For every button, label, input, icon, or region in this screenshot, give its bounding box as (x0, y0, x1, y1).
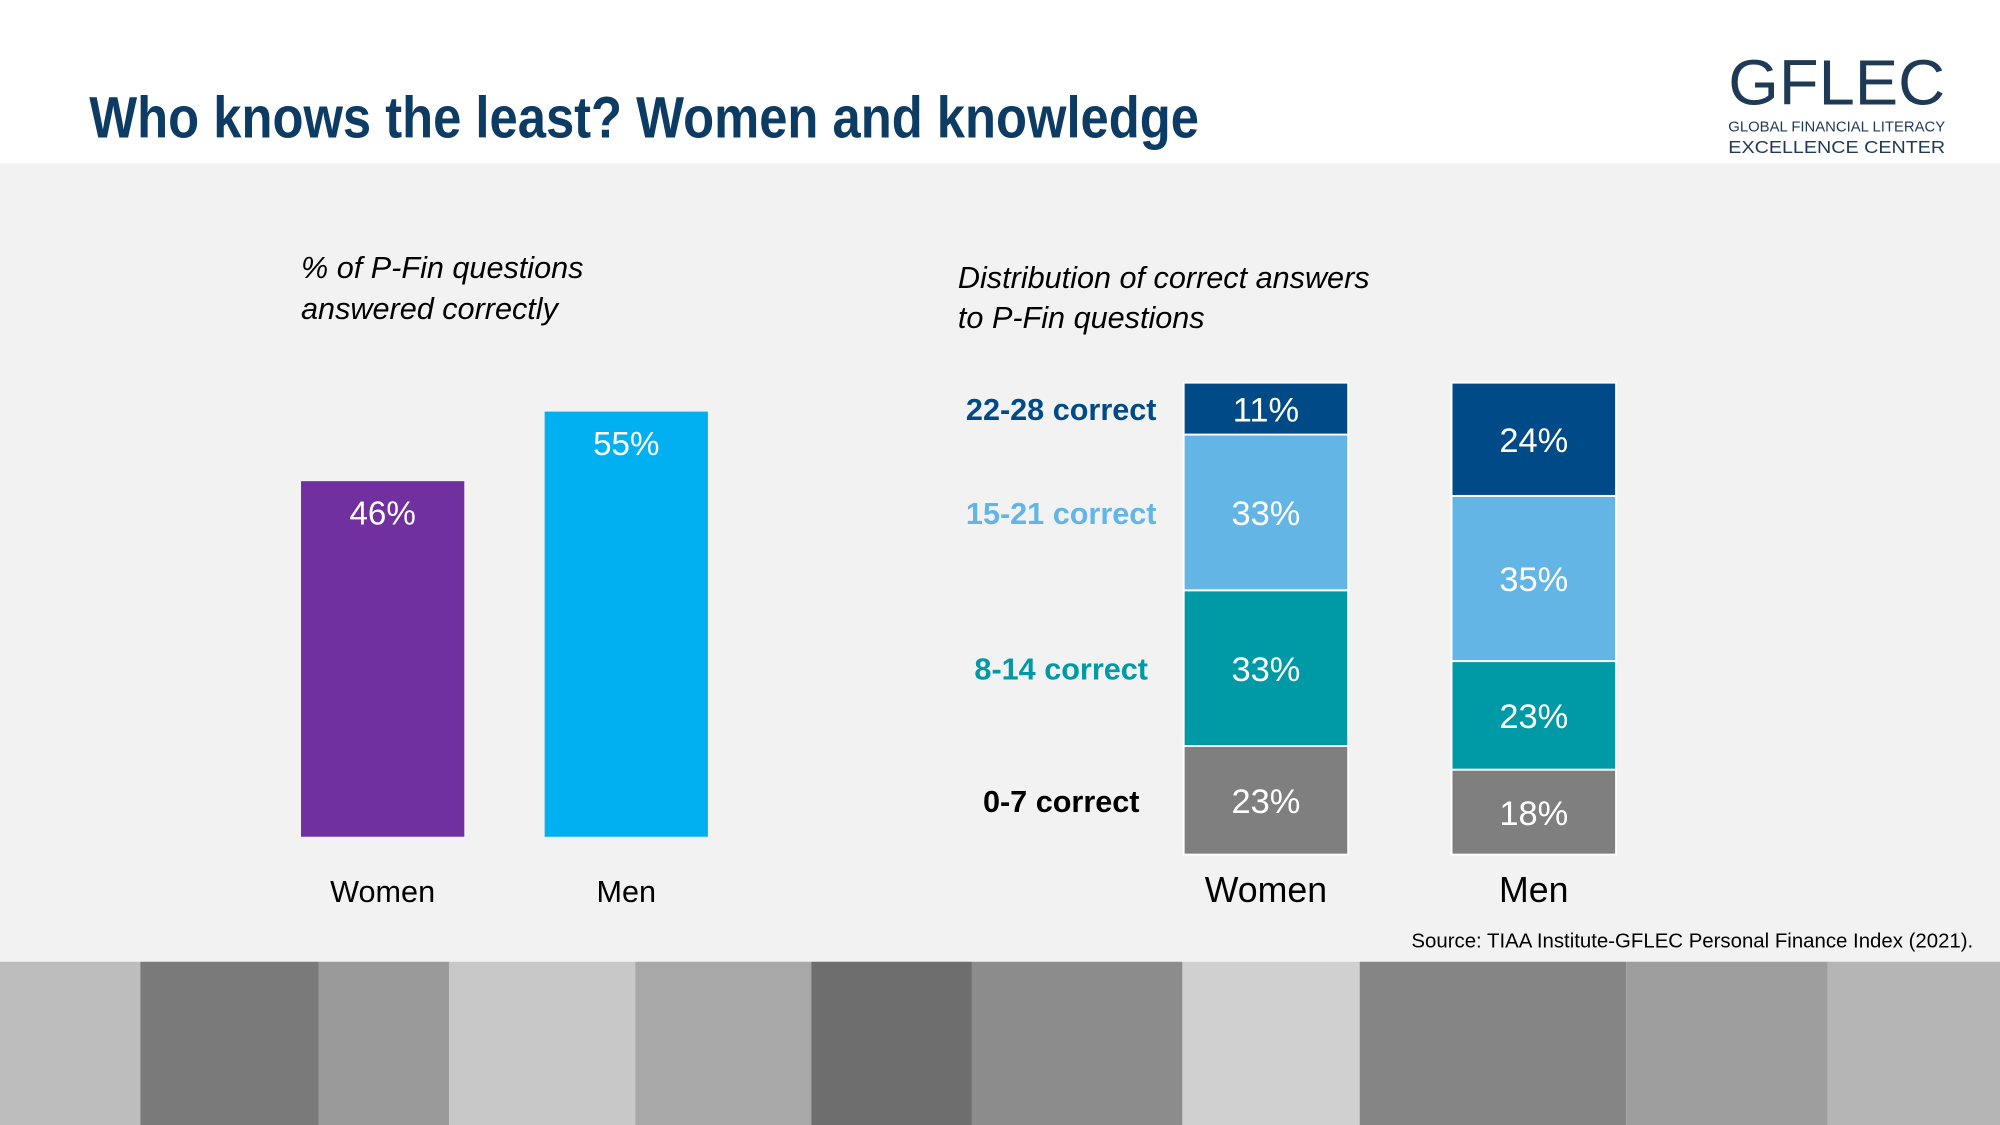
logo-line: GLOBAL FINANCIAL LITERACY (1728, 119, 1945, 135)
data-label: 18% (1499, 795, 1568, 833)
photo (1626, 961, 1828, 1125)
chart-title: to P-Fin questions (958, 301, 1205, 335)
photo (140, 961, 319, 1125)
bar-segment (1182, 589, 1350, 748)
logo-name: GFLEC (1728, 47, 1945, 119)
bar-segment (1450, 494, 1618, 663)
data-label: 35% (1499, 561, 1568, 599)
chart-title: answered correctly (301, 292, 560, 326)
legend-label: 0-7 correct (983, 785, 1140, 819)
source-note: Source: TIAA Institute-GFLEC Personal Fi… (1411, 931, 1973, 953)
photo (811, 961, 972, 1125)
photo (1359, 961, 1627, 1125)
bar (301, 481, 465, 837)
bar (544, 411, 708, 837)
photo (1827, 961, 2000, 1125)
data-label: 23% (1231, 783, 1300, 821)
data-label: 11% (1233, 391, 1299, 429)
photo (0, 961, 141, 1125)
bar-segment (1450, 660, 1618, 771)
x-tick-label: Men (597, 875, 657, 909)
bar-segment (1450, 381, 1618, 497)
photo (971, 961, 1183, 1125)
data-label: 33% (1231, 651, 1300, 689)
data-label: 23% (1499, 698, 1568, 736)
bar-segment (1182, 381, 1350, 436)
logo-line: EXCELLENCE CENTER (1728, 137, 1945, 157)
data-label: 24% (1499, 422, 1568, 460)
x-tick-label: Men (1499, 870, 1568, 910)
legend-label: 15-21 correct (966, 497, 1157, 531)
header-band (0, 0, 2000, 164)
chart-title: Distribution of correct answers (958, 261, 1370, 295)
x-tick-label: Women (1205, 870, 1327, 910)
photo (1182, 961, 1360, 1125)
x-tick-label: Women (330, 875, 435, 909)
legend-label: 8-14 correct (974, 653, 1148, 687)
data-label: 55% (593, 426, 659, 463)
data-label: 46% (349, 496, 415, 533)
photo-strip (0, 961, 2000, 1125)
chart-title: % of P-Fin questions (301, 251, 583, 285)
bar-segment (1182, 433, 1350, 592)
bar-segment (1182, 745, 1350, 856)
data-label: 33% (1231, 495, 1300, 533)
photo (448, 961, 636, 1125)
legend-label: 22-28 correct (966, 393, 1157, 427)
bar-segment (1450, 768, 1618, 856)
photo (318, 961, 449, 1125)
slide-title: Who knows the least? Women and knowledge (89, 86, 1199, 151)
photo (635, 961, 812, 1125)
